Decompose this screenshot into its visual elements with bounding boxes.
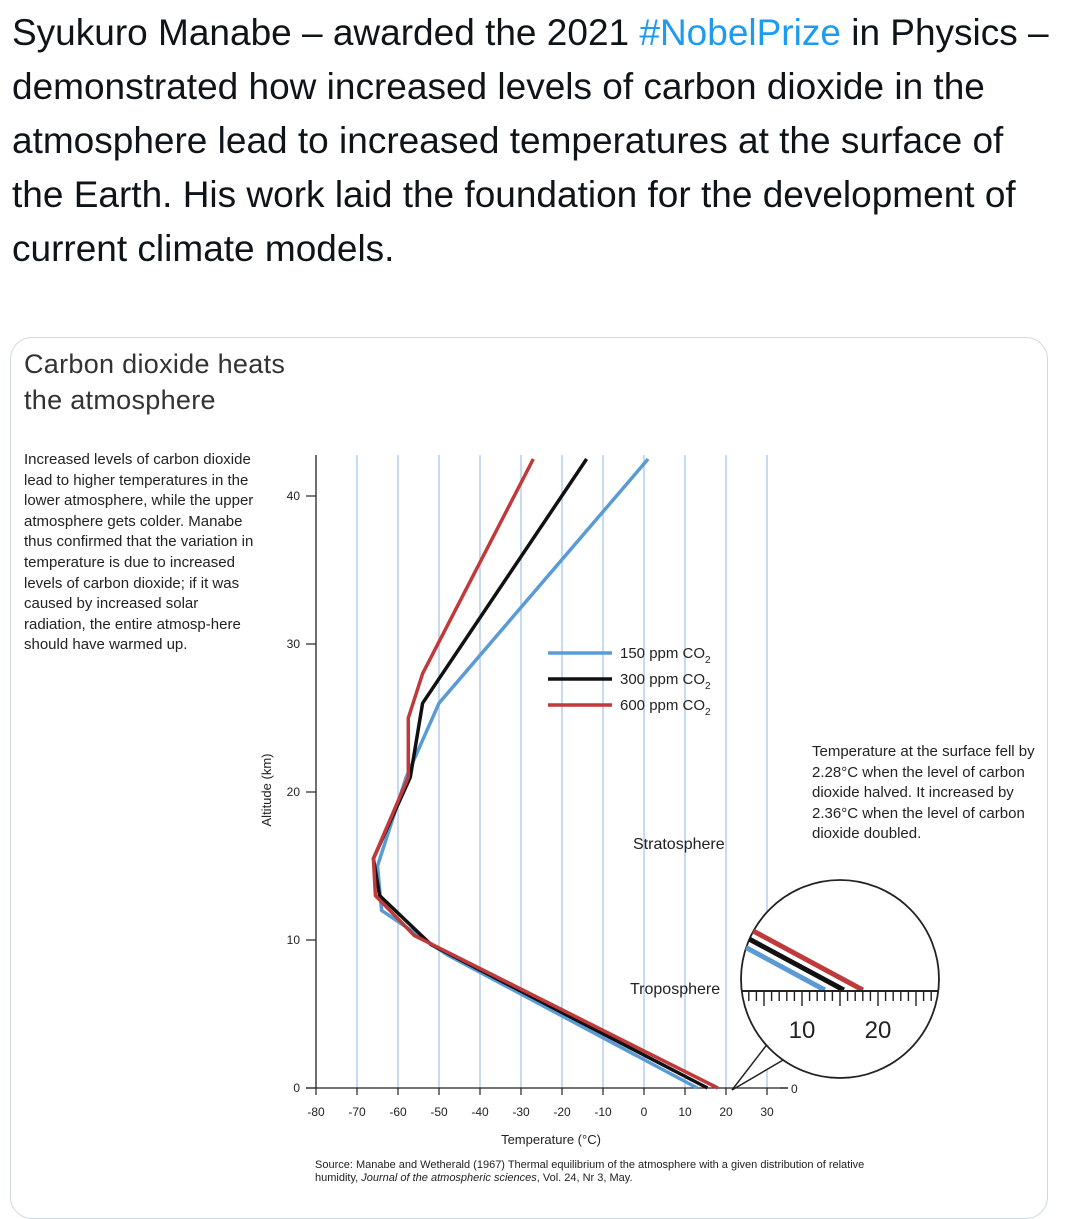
tweet-text-after: in Physics – demonstrated how increased … — [12, 12, 1049, 269]
legend-label-150ppm: 150 ppm CO2 — [620, 645, 711, 666]
y-axis-label: Altitude (km) — [259, 754, 274, 827]
tweet-text: Syukuro Manabe – awarded the 2021 #Nobel… — [12, 6, 1062, 276]
series-lines — [371, 457, 719, 1090]
x-tick-label-0: 0 — [641, 1105, 648, 1119]
y-tick-label-20: 20 — [287, 785, 301, 799]
surface-zoom-inset: 10 20 — [731, 879, 940, 1091]
x-tick-label--80: -80 — [307, 1105, 325, 1119]
inset-tick-20: 20 — [865, 1017, 892, 1044]
x-tick-label-30: 30 — [760, 1105, 774, 1119]
legend-label-300ppm: 300 ppm CO2 — [620, 671, 711, 692]
surface-temperature-note: Temperature at the surface fell by 2.28°… — [812, 743, 1035, 843]
tweet-text-before: Syukuro Manabe – awarded the 2021 — [12, 12, 640, 53]
figure-description: Increased levels of carbon dioxide lead … — [24, 451, 254, 654]
axis-ticks: -80 -70 -60 -50 -40 -30 -20 -10 0 10 20 30 0 10 20 30 40 — [287, 489, 774, 1119]
x-tick-label-20: 20 — [719, 1105, 733, 1119]
x-tick-label--50: -50 — [430, 1105, 448, 1119]
x-tick-label--10: -10 — [594, 1105, 612, 1119]
troposphere-label: Troposphere — [630, 981, 720, 998]
inset-tick-10: 10 — [789, 1017, 816, 1044]
legend-label-600ppm: 600 ppm CO2 — [620, 697, 711, 718]
x-axis-label: Temperature (°C) — [501, 1132, 601, 1147]
legend: 150 ppm CO2 300 ppm CO2 600 ppm CO2 — [548, 645, 711, 718]
y-tick-label-10: 10 — [287, 933, 301, 947]
surface-zero-label: 0 — [791, 1082, 798, 1096]
source-suffix: , Vol. 24, Nr 3, May. — [536, 1172, 633, 1184]
inset-temperature-scale — [741, 990, 939, 1006]
y-tick-label-0: 0 — [293, 1081, 300, 1095]
figure-title: Carbon dioxide heats the atmosphere — [24, 346, 285, 418]
source-journal: Journal of the atmospheric sciences — [361, 1172, 537, 1184]
inset-zoomed-lines — [741, 917, 864, 993]
inset-line-150ppm — [741, 917, 826, 993]
x-tick-label--60: -60 — [389, 1105, 407, 1119]
figure-title-line2: the atmosphere — [24, 385, 216, 415]
axes — [306, 455, 788, 1089]
y-tick-label-30: 30 — [287, 637, 301, 651]
x-tick-label-10: 10 — [678, 1105, 692, 1119]
inset-line-300ppm — [741, 917, 845, 993]
figure-title-line1: Carbon dioxide heats — [24, 349, 286, 379]
inset-line-600ppm — [741, 917, 864, 993]
source-prefix: Source: Manabe and Wetherald (1967) Ther… — [315, 1159, 865, 1184]
stratosphere-label: Stratosphere — [633, 836, 725, 853]
x-tick-label--70: -70 — [348, 1105, 366, 1119]
y-tick-label-40: 40 — [287, 489, 301, 503]
x-tick-label--20: -20 — [553, 1105, 571, 1119]
x-tick-label--30: -30 — [512, 1105, 530, 1119]
x-tick-label--40: -40 — [471, 1105, 489, 1119]
nobelprize-hashtag-link[interactable]: #NobelPrize — [639, 12, 841, 53]
figure-source: Source: Manabe and Wetherald (1967) Ther… — [315, 1159, 875, 1185]
series-line-600ppm — [371, 458, 719, 1090]
